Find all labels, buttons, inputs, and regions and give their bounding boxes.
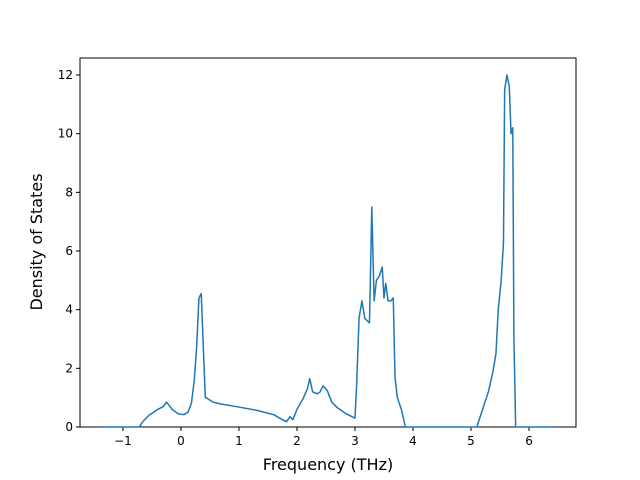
y-tick-label: 12 bbox=[58, 68, 73, 82]
x-axis-label: Frequency (THz) bbox=[263, 455, 393, 474]
x-tick-label: 6 bbox=[525, 434, 533, 448]
y-tick-label: 0 bbox=[65, 420, 73, 434]
y-tick-label: 2 bbox=[65, 361, 73, 375]
y-tick-label: 8 bbox=[65, 185, 73, 199]
x-tick-label: 4 bbox=[409, 434, 417, 448]
y-tick-label: 10 bbox=[58, 127, 73, 141]
line-series bbox=[102, 74, 554, 428]
x-tick-label: −1 bbox=[114, 434, 132, 448]
y-tick-label: 6 bbox=[65, 244, 73, 258]
y-tick-label: 4 bbox=[65, 303, 73, 317]
x-tick-label: 1 bbox=[235, 434, 243, 448]
x-tick-label: 0 bbox=[177, 434, 185, 448]
x-tick-label: 2 bbox=[293, 434, 301, 448]
x-tick-label: 3 bbox=[351, 434, 359, 448]
axes-frame bbox=[79, 57, 577, 428]
x-tick-label: 5 bbox=[467, 434, 475, 448]
y-axis-label: Density of States bbox=[27, 173, 46, 310]
